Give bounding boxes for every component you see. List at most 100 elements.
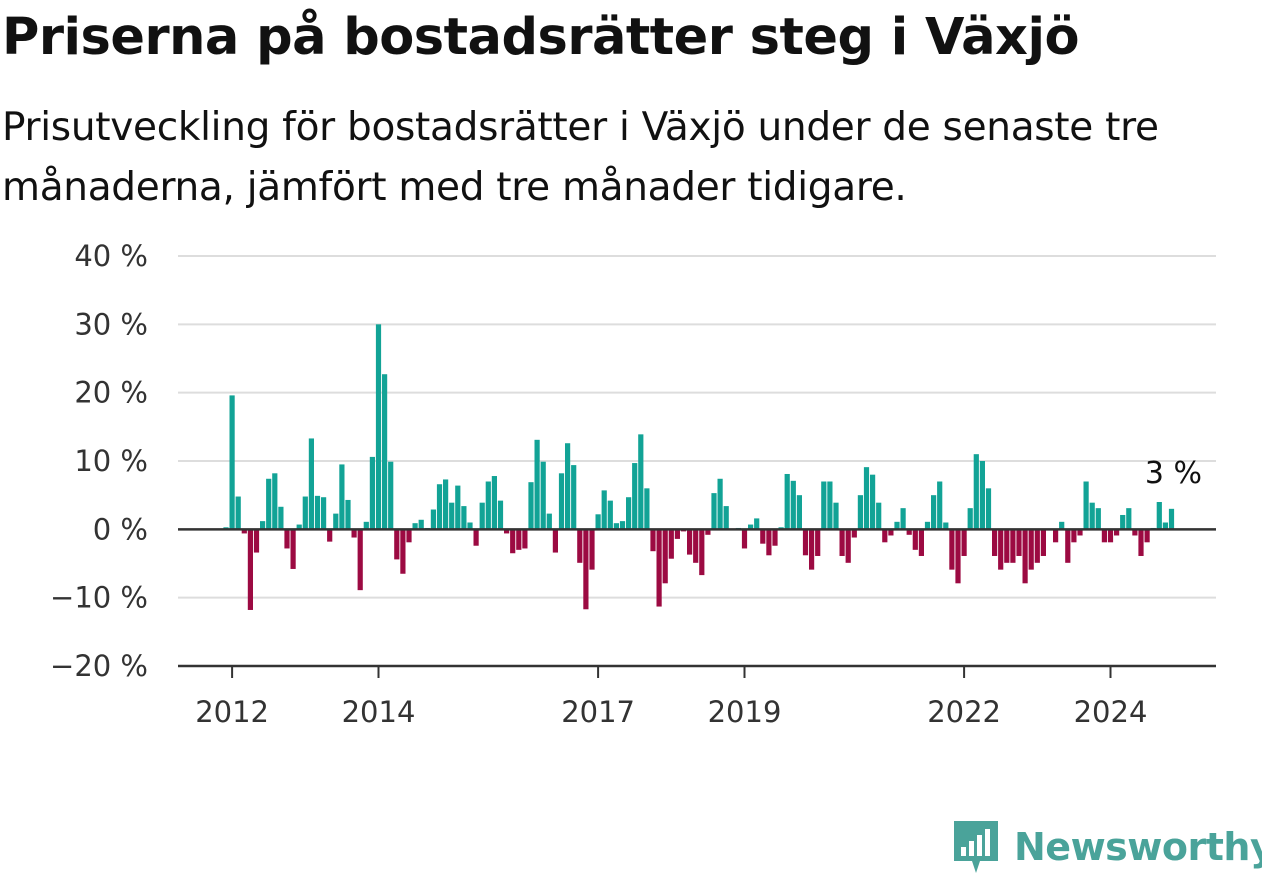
bar (772, 529, 778, 546)
bar (522, 529, 528, 549)
bar (931, 495, 937, 530)
bar (985, 488, 992, 530)
bar (260, 521, 266, 530)
bar (589, 529, 595, 570)
bar (827, 481, 833, 530)
bar (949, 529, 955, 570)
bar (485, 481, 491, 530)
bar (382, 374, 388, 530)
bar (504, 529, 510, 534)
bar-chart: 40 %30 %20 %10 %0 %−10 %−20 % 2012 2014 20… (50, 239, 1216, 729)
bar (1089, 502, 1095, 530)
bar (290, 529, 296, 569)
bar (924, 521, 931, 530)
bar (992, 529, 998, 556)
bar (443, 479, 449, 530)
bar (565, 443, 571, 530)
bar (766, 529, 772, 556)
bar (967, 508, 973, 530)
bar (1016, 529, 1022, 556)
bar (790, 480, 796, 530)
latest-value-annotation: 3 % (1145, 456, 1202, 491)
bar (607, 500, 613, 530)
bar (1120, 514, 1126, 530)
y-tick-label: −10 % (50, 581, 148, 615)
bar (638, 434, 644, 530)
bar (406, 529, 412, 543)
bar (857, 495, 863, 530)
bar (351, 529, 357, 538)
bar (363, 521, 369, 530)
bar (510, 529, 516, 554)
bar (1010, 529, 1016, 563)
bar (619, 521, 626, 530)
bar (1034, 529, 1040, 563)
bar (479, 502, 485, 530)
bar (815, 529, 821, 556)
bar (412, 523, 418, 530)
bar (955, 529, 961, 584)
bar (1004, 529, 1010, 563)
bar (1083, 481, 1089, 530)
brand-name: Newsworthy (1014, 825, 1262, 869)
bar (491, 476, 497, 530)
bar (839, 529, 845, 556)
bar (912, 529, 918, 550)
bar (918, 529, 924, 556)
bar (467, 522, 473, 530)
bar (540, 461, 546, 530)
bar (650, 529, 656, 552)
bar (1095, 508, 1101, 530)
bar (528, 482, 534, 530)
bar (705, 529, 711, 535)
bar (833, 502, 839, 530)
y-tick-label: 10 % (74, 444, 148, 478)
bar (1132, 529, 1138, 536)
bar (461, 506, 467, 530)
bar (687, 529, 693, 555)
bar (961, 529, 967, 556)
x-tick-label: 2012 (195, 695, 269, 729)
bar (876, 502, 882, 530)
bar (497, 500, 504, 530)
bar (1156, 502, 1162, 530)
bar (449, 502, 455, 530)
y-tick-label: 30 % (74, 307, 148, 341)
bar (516, 529, 522, 550)
bar (357, 529, 363, 591)
x-axis-ticks: 2012 2014 2017 2019 2022 2024 (195, 666, 1147, 729)
bar (632, 463, 638, 530)
bar (802, 529, 809, 556)
bar (339, 464, 345, 530)
bar (821, 481, 827, 530)
bar (662, 529, 668, 584)
bar (327, 529, 333, 542)
bar (851, 529, 857, 538)
bar (1168, 508, 1175, 530)
bar (748, 524, 754, 530)
bar (284, 529, 290, 549)
bar (693, 529, 699, 563)
bar (973, 454, 979, 530)
bar (1126, 508, 1132, 530)
bar (998, 529, 1004, 570)
chart-subtitle: Prisutveckling för bostadsrätter i Växjö… (2, 105, 1159, 210)
bar (1077, 529, 1083, 536)
bar (436, 484, 443, 530)
bar (1040, 529, 1046, 556)
bar (430, 509, 436, 530)
bar (1065, 529, 1071, 563)
x-tick-label: 2014 (342, 695, 416, 729)
bar (784, 473, 790, 530)
bar (552, 529, 558, 553)
bar (601, 490, 607, 530)
bar (1144, 529, 1150, 543)
grid-lines (178, 255, 1216, 599)
bar (741, 529, 748, 549)
newsworthy-logo: Newsworthy (950, 818, 1262, 876)
bar (418, 519, 424, 530)
bar (668, 529, 674, 559)
chart-title: Priserna på bostadsrätter steg i Växjö (2, 8, 1079, 67)
x-tick-label: 2024 (1074, 695, 1148, 729)
bar (546, 513, 552, 530)
